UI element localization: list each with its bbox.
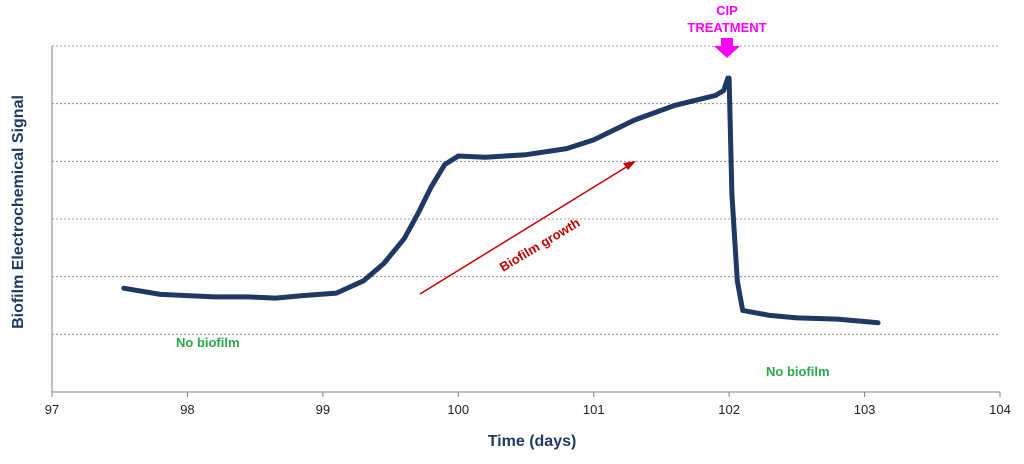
- x-tick-label: 99: [316, 402, 330, 417]
- annotation-no-biofilm-right: No biofilm: [766, 364, 830, 379]
- annotation-no-biofilm-left: No biofilm: [176, 335, 240, 350]
- gridlines: [52, 45, 1000, 335]
- x-axis-title: Time (days): [488, 433, 577, 450]
- x-tick-label: 103: [854, 402, 876, 417]
- x-axis-ticks: 97 98 99 100 101 102 103 104: [45, 392, 1011, 417]
- x-tick-label: 102: [718, 402, 740, 417]
- biofilm-signal-line: [121, 75, 881, 326]
- x-tick-label: 101: [583, 402, 605, 417]
- x-tick-label: 97: [45, 402, 59, 417]
- annotation-cip-line1: CIP: [716, 3, 738, 18]
- y-axis-title: Biofilm Electrochemical Signal: [10, 95, 27, 329]
- annotation-biofilm-growth: Biofilm growth: [497, 215, 583, 275]
- x-tick-label: 100: [447, 402, 469, 417]
- annotation-cip-line2: TREATMENT: [687, 20, 766, 35]
- cip-arrow-icon: [714, 38, 740, 58]
- x-tick-label: 104: [989, 402, 1011, 417]
- growth-arrow: [419, 165, 629, 295]
- x-tick-label: 98: [180, 402, 194, 417]
- growth-arrowhead: [623, 161, 636, 170]
